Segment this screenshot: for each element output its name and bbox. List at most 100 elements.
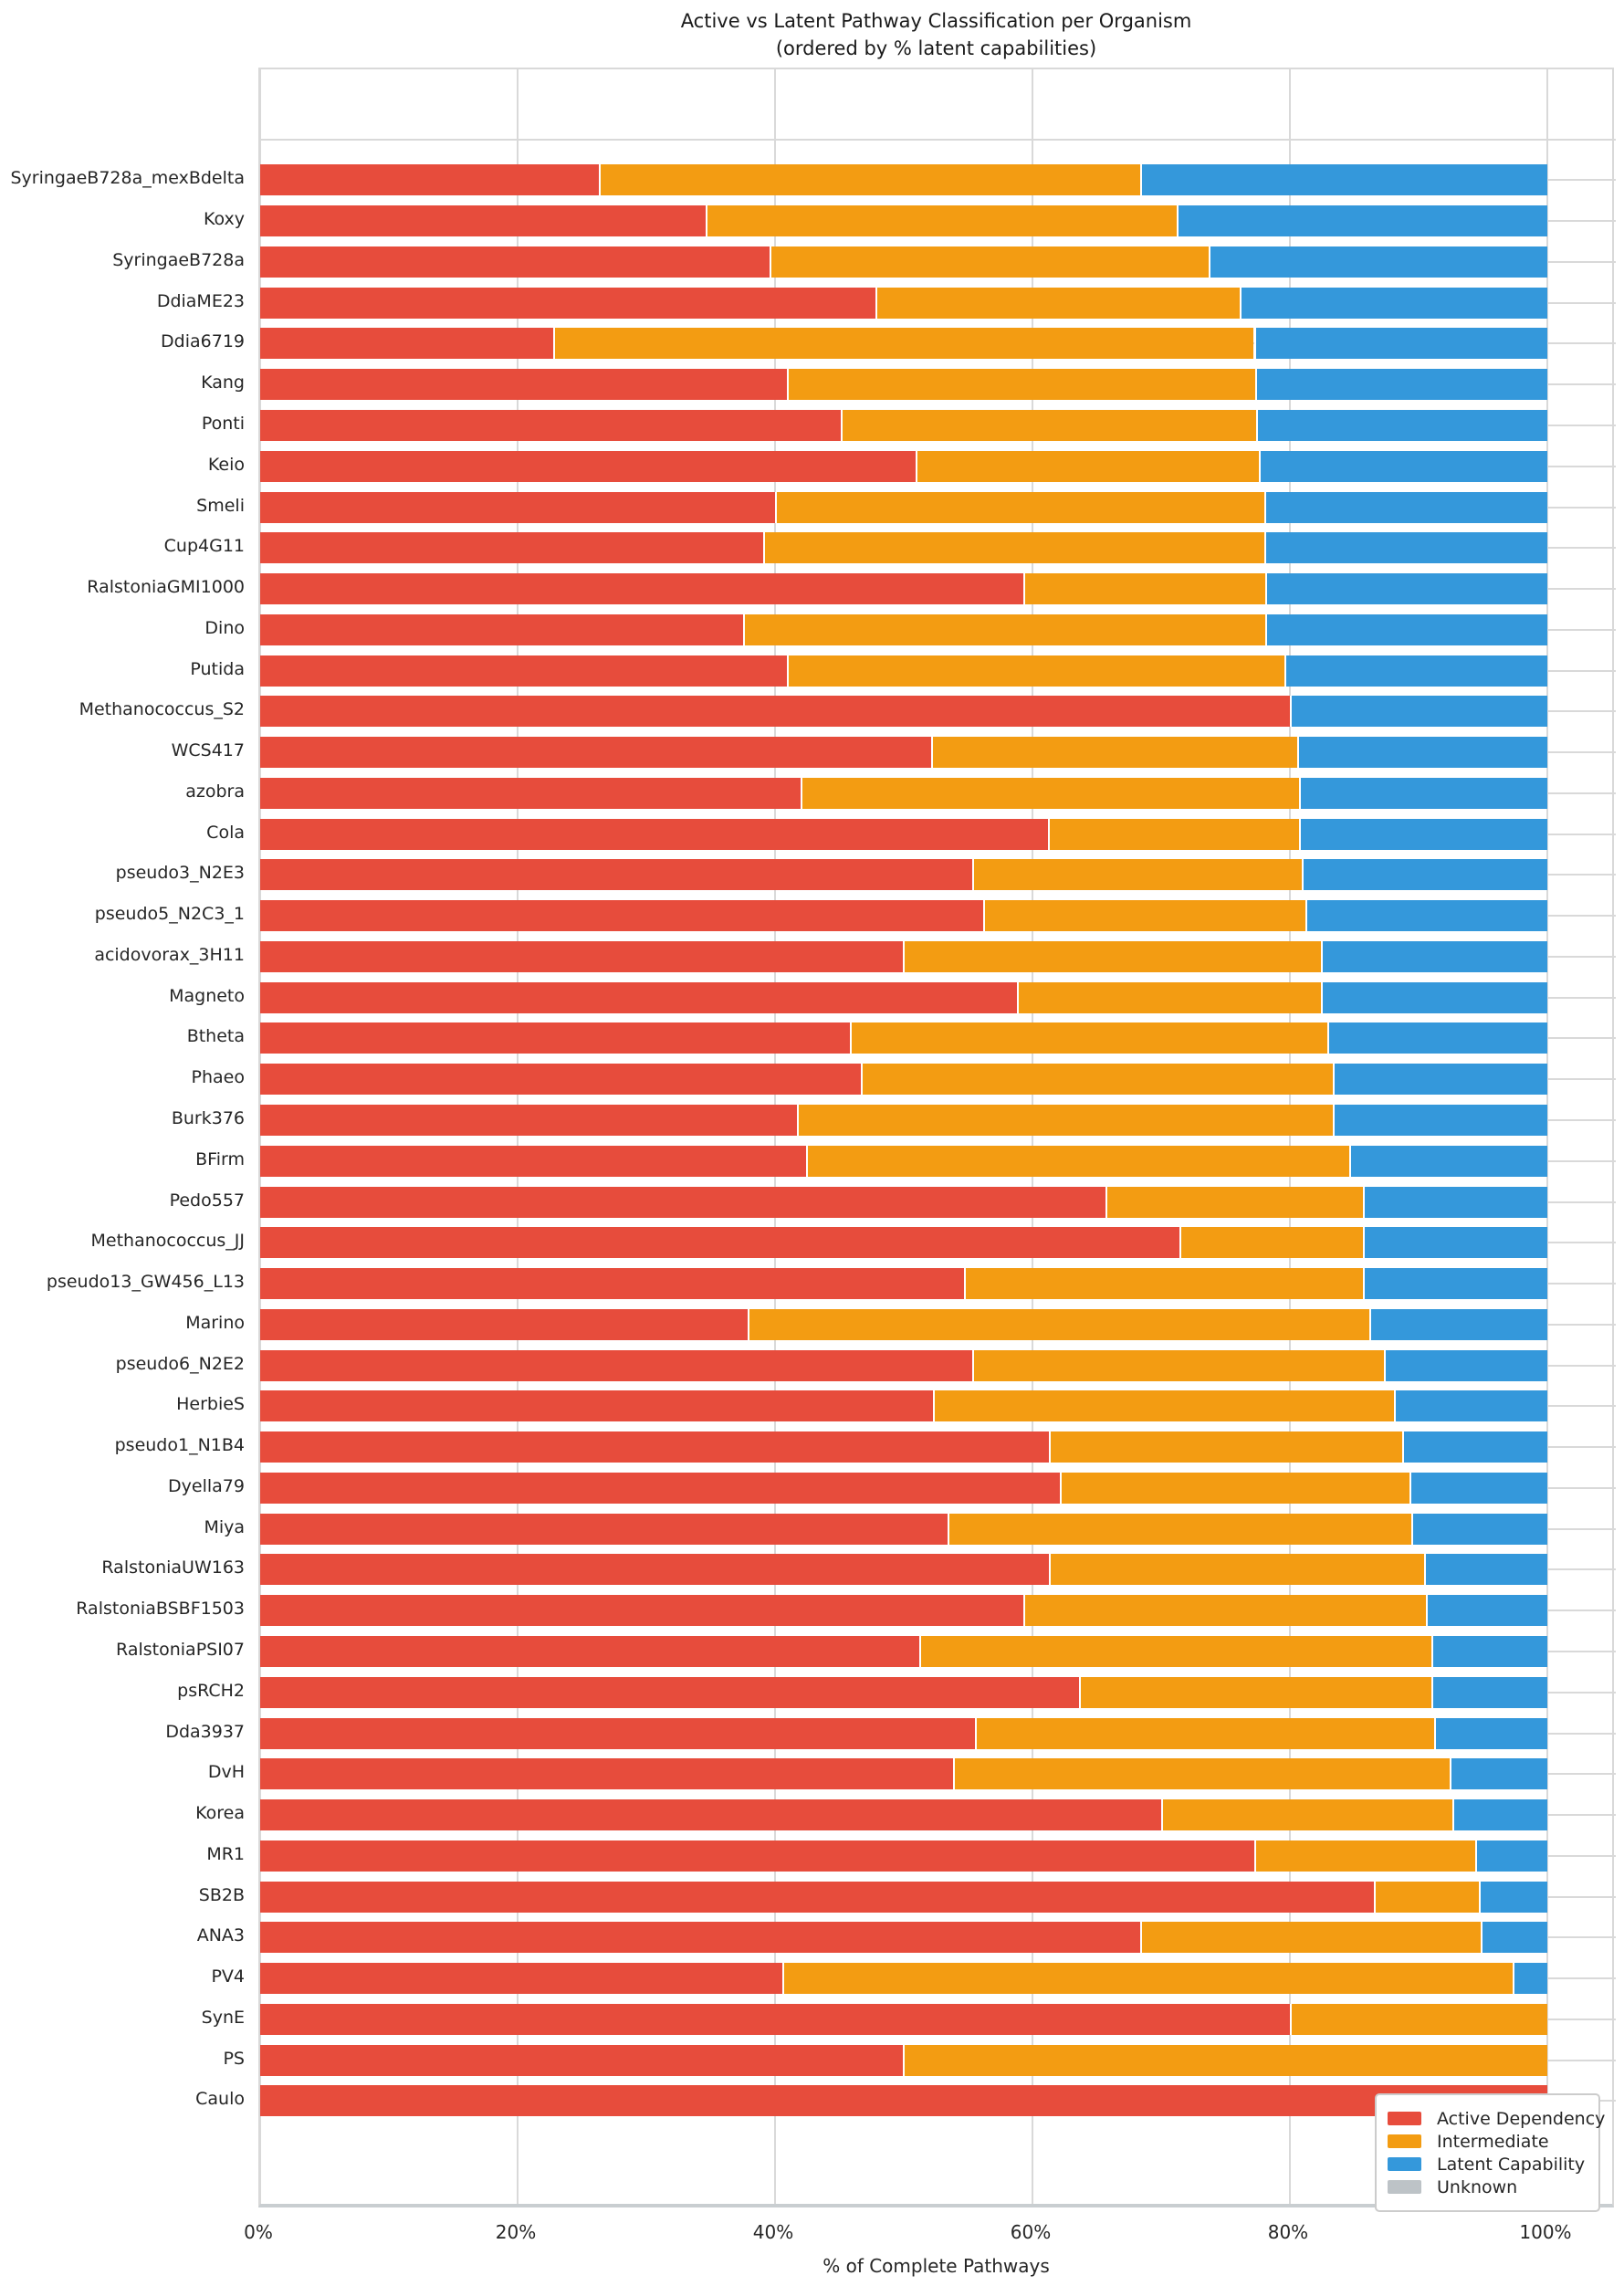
y-tick-label: Koxy (203, 209, 245, 230)
bar-segment-latent (1320, 981, 1547, 1013)
x-gridline (1288, 69, 1291, 2204)
bar-row (260, 940, 1616, 972)
bar-row (260, 287, 1616, 319)
y-tick-label: Marino (185, 1312, 245, 1333)
bar-segment-active (260, 1881, 1374, 1913)
bar-row (260, 1022, 1616, 1054)
bar-segment-latent (1239, 287, 1547, 319)
bar-row (260, 1840, 1616, 1872)
chart-title-line2: (ordered by % latent capabilities) (775, 37, 1097, 59)
bar-segment-intermediate (763, 532, 1264, 564)
bar-segment-active (260, 1513, 948, 1545)
bar-segment-intermediate (742, 613, 1266, 645)
bar-segment-latent (1301, 859, 1547, 891)
bar-segment-active (260, 981, 1018, 1013)
legend-swatch (1388, 2157, 1421, 2171)
bar-segment-intermediate (1017, 981, 1321, 1013)
bar-segment-active (260, 737, 931, 769)
bar-segment-intermediate (902, 2044, 1547, 2076)
bar-row (260, 409, 1616, 441)
bar-segment-intermediate (1160, 1799, 1452, 1831)
legend-swatch (1388, 2112, 1421, 2125)
plot-area (258, 68, 1616, 2207)
y-tick-label: PV4 (211, 1966, 245, 1987)
bar-segment-latent (1431, 1635, 1547, 1667)
bar-row (260, 491, 1616, 523)
bar-segment-latent (1433, 1717, 1547, 1749)
bar-row (260, 655, 1616, 687)
bar-row (260, 1758, 1616, 1790)
bar-segment-intermediate (1049, 1431, 1402, 1463)
bar-segment-latent (1451, 1799, 1547, 1831)
y-tick-label: Smeli (196, 495, 245, 516)
bar-row (260, 205, 1616, 237)
y-tick-label: RalstoniaPSI07 (116, 1639, 245, 1660)
bar-segment-active (260, 1922, 1141, 1954)
bar-row (260, 859, 1616, 891)
y-tick-label: Magneto (169, 985, 245, 1006)
y-tick-label: Dino (204, 617, 245, 638)
bar-segment-intermediate (1253, 1840, 1476, 1872)
bar-segment-active (260, 818, 1048, 850)
y-tick-label: azobra (185, 781, 245, 802)
bar-segment-intermediate (1179, 1227, 1364, 1259)
bar-row (260, 1431, 1616, 1463)
bar-segment-latent (1369, 1308, 1547, 1340)
y-gridline (260, 138, 1616, 141)
x-gridline (773, 69, 776, 2204)
bar-row (260, 1799, 1616, 1831)
bar-row (260, 246, 1616, 278)
bar-segment-latent (1401, 1431, 1547, 1463)
bar-segment-active (260, 1431, 1050, 1463)
bar-segment-active (260, 1676, 1079, 1708)
bar-segment-latent (1298, 777, 1547, 809)
bar-segment-intermediate (933, 1390, 1395, 1422)
bar-segment-latent (1289, 696, 1547, 728)
bar-row (260, 613, 1616, 645)
bar-segment-active (260, 1308, 749, 1340)
bar-segment-intermediate (974, 1717, 1434, 1749)
bar-segment-latent (1348, 1145, 1547, 1177)
bar-segment-latent (1383, 1349, 1547, 1381)
bar-segment-intermediate (952, 1758, 1450, 1790)
bar-segment-intermediate (805, 1145, 1349, 1177)
y-tick-label: RalstoniaUW163 (101, 1557, 245, 1578)
bar-segment-latent (1253, 328, 1547, 360)
y-tick-label: RalstoniaGMI1000 (87, 577, 245, 598)
y-tick-label: Putida (190, 658, 245, 679)
bar-segment-latent (1363, 1186, 1547, 1218)
bar-row (260, 737, 1616, 769)
y-tick-label: RalstoniaBSBF1503 (76, 1599, 245, 1620)
bar-row (260, 1308, 1616, 1340)
x-gridline (516, 69, 519, 2204)
bar-segment-active (260, 900, 984, 932)
bar-segment-latent (1209, 246, 1547, 278)
bar-segment-active (260, 2044, 903, 2076)
bar-segment-latent (1256, 409, 1547, 441)
bar-segment-active (260, 287, 875, 319)
x-tick-label: 40% (752, 2221, 794, 2243)
y-tick-label: Methanococcus_JJ (90, 1231, 246, 1252)
bar-row (260, 1349, 1616, 1381)
bar-row (260, 1227, 1616, 1259)
bar-row (260, 573, 1616, 605)
bar-segment-intermediate (971, 859, 1302, 891)
y-tick-label: Btheta (186, 1026, 245, 1047)
bar-segment-active (260, 1268, 965, 1300)
bar-segment-active (260, 696, 1290, 728)
bar-segment-active (260, 1022, 850, 1054)
bar-segment-latent (1320, 940, 1547, 972)
bar-row (260, 1963, 1616, 1995)
bar-row (260, 532, 1616, 564)
bar-segment-active (260, 940, 903, 972)
y-tick-label: pseudo5_N2C3_1 (94, 904, 245, 925)
bar-segment-latent (1332, 1064, 1547, 1096)
bar-row (260, 1635, 1616, 1667)
bar-segment-latent (1297, 737, 1547, 769)
legend-item: Latent Capability (1388, 2154, 1587, 2175)
bar-row (260, 1717, 1616, 1749)
legend-swatch (1388, 2180, 1421, 2194)
bar-segment-latent (1304, 900, 1547, 932)
bar-segment-active (260, 1799, 1161, 1831)
bar-segment-latent (1176, 205, 1547, 237)
